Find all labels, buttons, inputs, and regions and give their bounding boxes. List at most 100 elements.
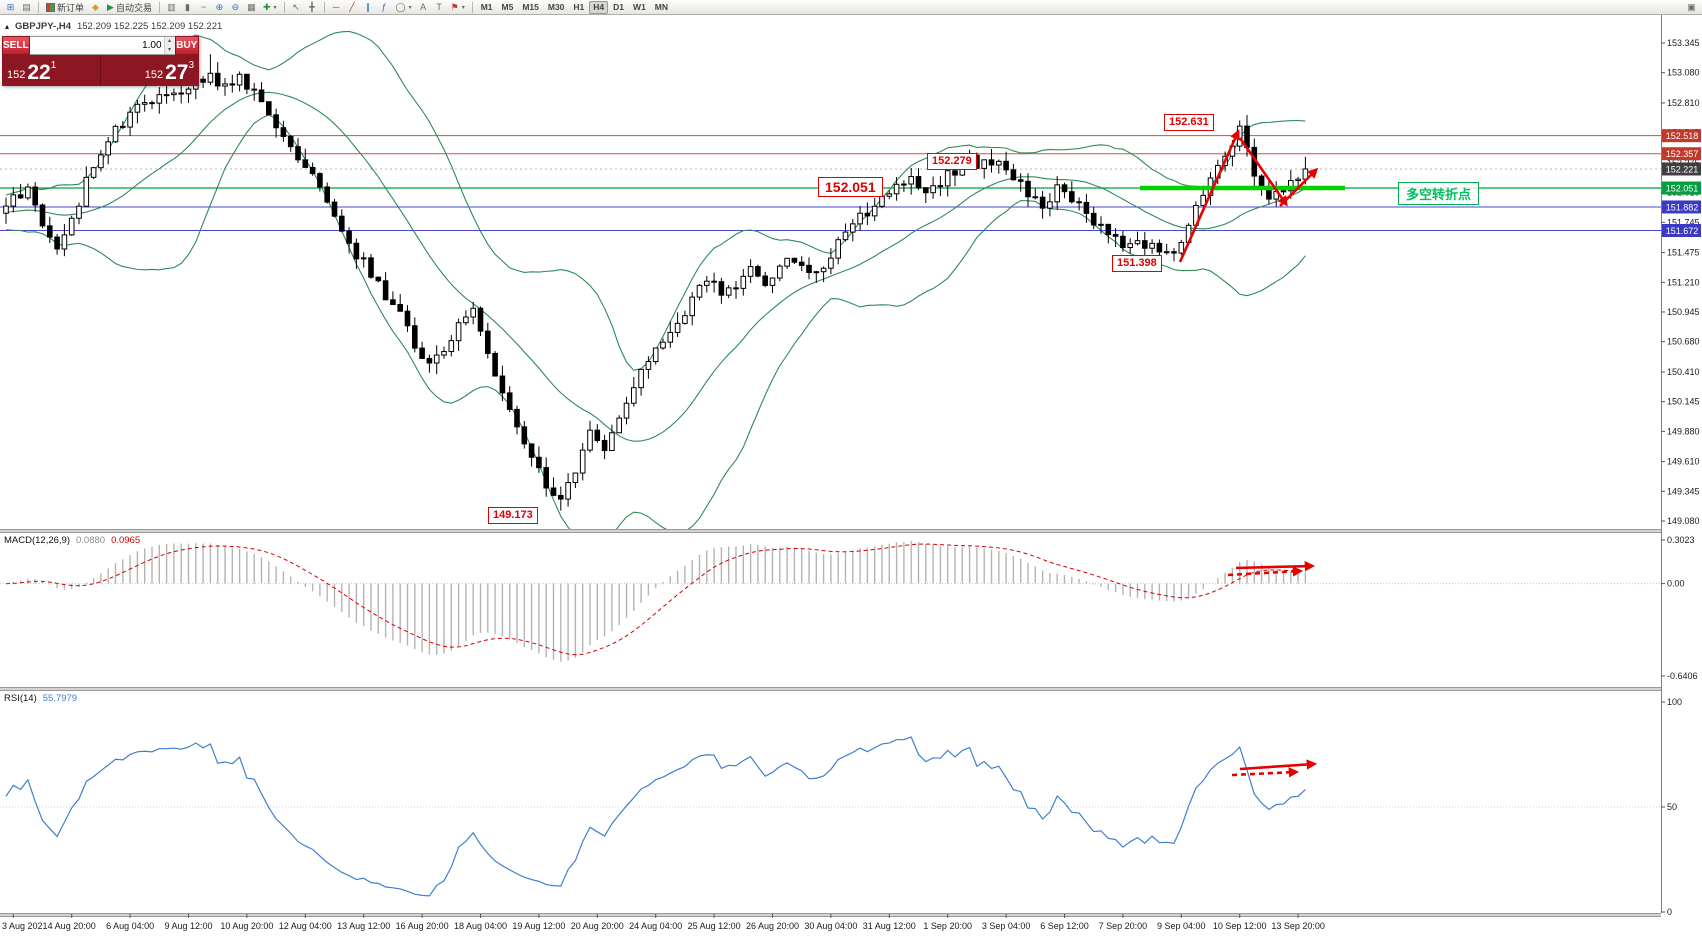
bid-pipette: 1: [50, 60, 57, 71]
separator-rsi-time: [0, 913, 1702, 916]
svg-text:24 Aug 04:00: 24 Aug 04:00: [629, 921, 682, 931]
svg-text:6 Sep 12:00: 6 Sep 12:00: [1040, 921, 1089, 931]
svg-text:1 Sep 20:00: 1 Sep 20:00: [923, 921, 972, 931]
ask-pipette: 3: [188, 60, 194, 71]
volume-input[interactable]: [29, 37, 164, 54]
rsi-name: RSI(14): [4, 693, 37, 704]
volume-field: ▴ ▾: [29, 36, 175, 55]
tf-w1[interactable]: W1: [633, 2, 646, 12]
chart-title: ▴ GBPJPY-,H4 152.209 152.225 152.209 152…: [5, 21, 222, 32]
tf-mn[interactable]: MN: [654, 2, 669, 12]
channel-button[interactable]: ∥: [365, 1, 371, 12]
price-label-152279[interactable]: 152.279: [927, 153, 977, 170]
bar-chart-button[interactable]: ▥: [167, 1, 176, 12]
bid-price-button[interactable]: 152 22 1: [2, 55, 100, 86]
svg-text:25 Aug 12:00: 25 Aug 12:00: [688, 921, 741, 931]
autotrading-button[interactable]: ▶ 自动交易: [104, 1, 155, 14]
macd-indicator: [0, 541, 1661, 662]
price-axis: 153.345153.080152.810152.545152.275152.0…: [1661, 15, 1702, 936]
new-order-button[interactable]: 新订单: [43, 1, 87, 14]
buy-button[interactable]: BUY: [174, 36, 199, 55]
svg-text:30 Aug 04:00: 30 Aug 04:00: [804, 921, 857, 931]
svg-text:16 Aug 20:00: 16 Aug 20:00: [396, 921, 449, 931]
chart-window-icon[interactable]: ▣: [1687, 1, 1696, 12]
price-label-152051[interactable]: 152.051: [818, 177, 883, 198]
volume-down-icon[interactable]: ▾: [164, 45, 175, 54]
fibonacci-button[interactable]: ƒ: [381, 2, 387, 12]
svg-text:151.745: 151.745: [1667, 217, 1700, 227]
svg-text:151.210: 151.210: [1667, 277, 1700, 287]
time-axis: 3 Aug 2021 4 Aug 20:00 6 Aug 04:00 9 Aug 12…: [2, 914, 1325, 931]
toolbar-separator: [471, 1, 473, 13]
tf-m15[interactable]: M15: [522, 2, 539, 12]
tf-h4[interactable]: H4: [589, 0, 609, 14]
ask-price-button[interactable]: 152 27 3: [100, 55, 199, 86]
svg-text:152.810: 152.810: [1667, 98, 1700, 108]
tf-m1[interactable]: M1: [480, 2, 493, 12]
autotrading-play-icon: ▶: [107, 1, 114, 12]
volume-up-icon[interactable]: ▴: [164, 37, 175, 46]
svg-text:26 Aug 20:00: 26 Aug 20:00: [746, 921, 799, 931]
svg-text:0.00: 0.00: [1667, 579, 1685, 589]
shapes-icon: ◯: [395, 1, 406, 12]
price-label-151398[interactable]: 151.398: [1112, 255, 1162, 272]
svg-text:150.680: 150.680: [1667, 337, 1700, 347]
svg-text:18 Aug 04:00: 18 Aug 04:00: [454, 921, 507, 931]
macd-main-value: 0.0880: [76, 535, 106, 546]
line-chart-button[interactable]: ~: [200, 2, 207, 12]
cursor-button[interactable]: ↖: [292, 1, 300, 12]
sell-button[interactable]: SELL: [2, 36, 30, 55]
svg-text:149.080: 149.080: [1667, 516, 1700, 526]
price-label-149173[interactable]: 149.173: [488, 507, 538, 524]
alerts-icon[interactable]: ◆: [92, 1, 99, 12]
price-label-152631[interactable]: 152.631: [1164, 114, 1214, 131]
svg-text:31 Aug 12:00: 31 Aug 12:00: [863, 921, 916, 931]
svg-text:10 Aug 20:00: 10 Aug 20:00: [220, 921, 273, 931]
ohlc-readout: 152.209 152.225 152.209 152.221: [76, 21, 223, 32]
separator-macd-rsi: [0, 687, 1702, 690]
rsi-indicator: [0, 736, 1661, 897]
shapes-button[interactable]: ◯ ▾: [393, 1, 415, 14]
svg-text:152.221: 152.221: [1666, 164, 1699, 174]
svg-text:149.345: 149.345: [1667, 486, 1700, 496]
svg-text:0: 0: [1667, 907, 1672, 917]
profiles-button[interactable]: ▤: [22, 1, 31, 12]
svg-text:150.145: 150.145: [1667, 397, 1700, 407]
tf-m30[interactable]: M30: [547, 2, 565, 12]
new-chart-button[interactable]: ⊞: [6, 1, 15, 12]
ask-big-figure: 152: [144, 69, 164, 81]
zoom-out-button[interactable]: ⊖: [231, 1, 240, 12]
ask-pips: 27: [165, 61, 189, 84]
horizontal-line-button[interactable]: ─: [332, 2, 340, 12]
svg-text:149.880: 149.880: [1667, 426, 1700, 436]
svg-text:10 Sep 12:00: 10 Sep 12:00: [1213, 921, 1267, 931]
dropdown-caret-icon: ▾: [408, 4, 412, 11]
tf-h1[interactable]: H1: [573, 2, 585, 12]
oneclick-collapse-icon[interactable]: ▴: [5, 22, 10, 31]
candle-chart-button[interactable]: ▮: [184, 1, 190, 12]
svg-text:149.610: 149.610: [1667, 457, 1700, 467]
rsi-label: RSI(14) 55.7979: [4, 693, 77, 704]
svg-text:150.945: 150.945: [1667, 307, 1700, 317]
label-tool-button[interactable]: T: [436, 2, 442, 12]
tf-d1[interactable]: D1: [613, 2, 625, 12]
trendline-button[interactable]: ╱: [349, 1, 355, 12]
svg-text:7 Sep 20:00: 7 Sep 20:00: [1099, 921, 1148, 931]
arrow-tools-button[interactable]: ⚑ ▾: [448, 1, 468, 14]
turning-point-note[interactable]: 多空转折点: [1398, 182, 1480, 205]
text-tool-button[interactable]: A: [420, 2, 427, 12]
zoom-in-button[interactable]: ⊕: [215, 1, 224, 12]
svg-text:20 Aug 20:00: 20 Aug 20:00: [571, 921, 624, 931]
svg-text:9 Sep 04:00: 9 Sep 04:00: [1157, 921, 1206, 931]
svg-text:3 Sep 04:00: 3 Sep 04:00: [982, 921, 1031, 931]
tf-m5[interactable]: M5: [501, 2, 514, 12]
svg-text:152.051: 152.051: [1666, 184, 1699, 194]
volume-stepper[interactable]: ▴ ▾: [163, 37, 175, 54]
indicators-button[interactable]: ✚ ▾: [260, 1, 280, 14]
tile-windows-button[interactable]: ▦: [247, 1, 256, 12]
crosshair-button[interactable]: ╋: [309, 1, 315, 12]
svg-text:4 Aug 20:00: 4 Aug 20:00: [48, 921, 96, 931]
svg-text:0.3023: 0.3023: [1667, 535, 1695, 545]
